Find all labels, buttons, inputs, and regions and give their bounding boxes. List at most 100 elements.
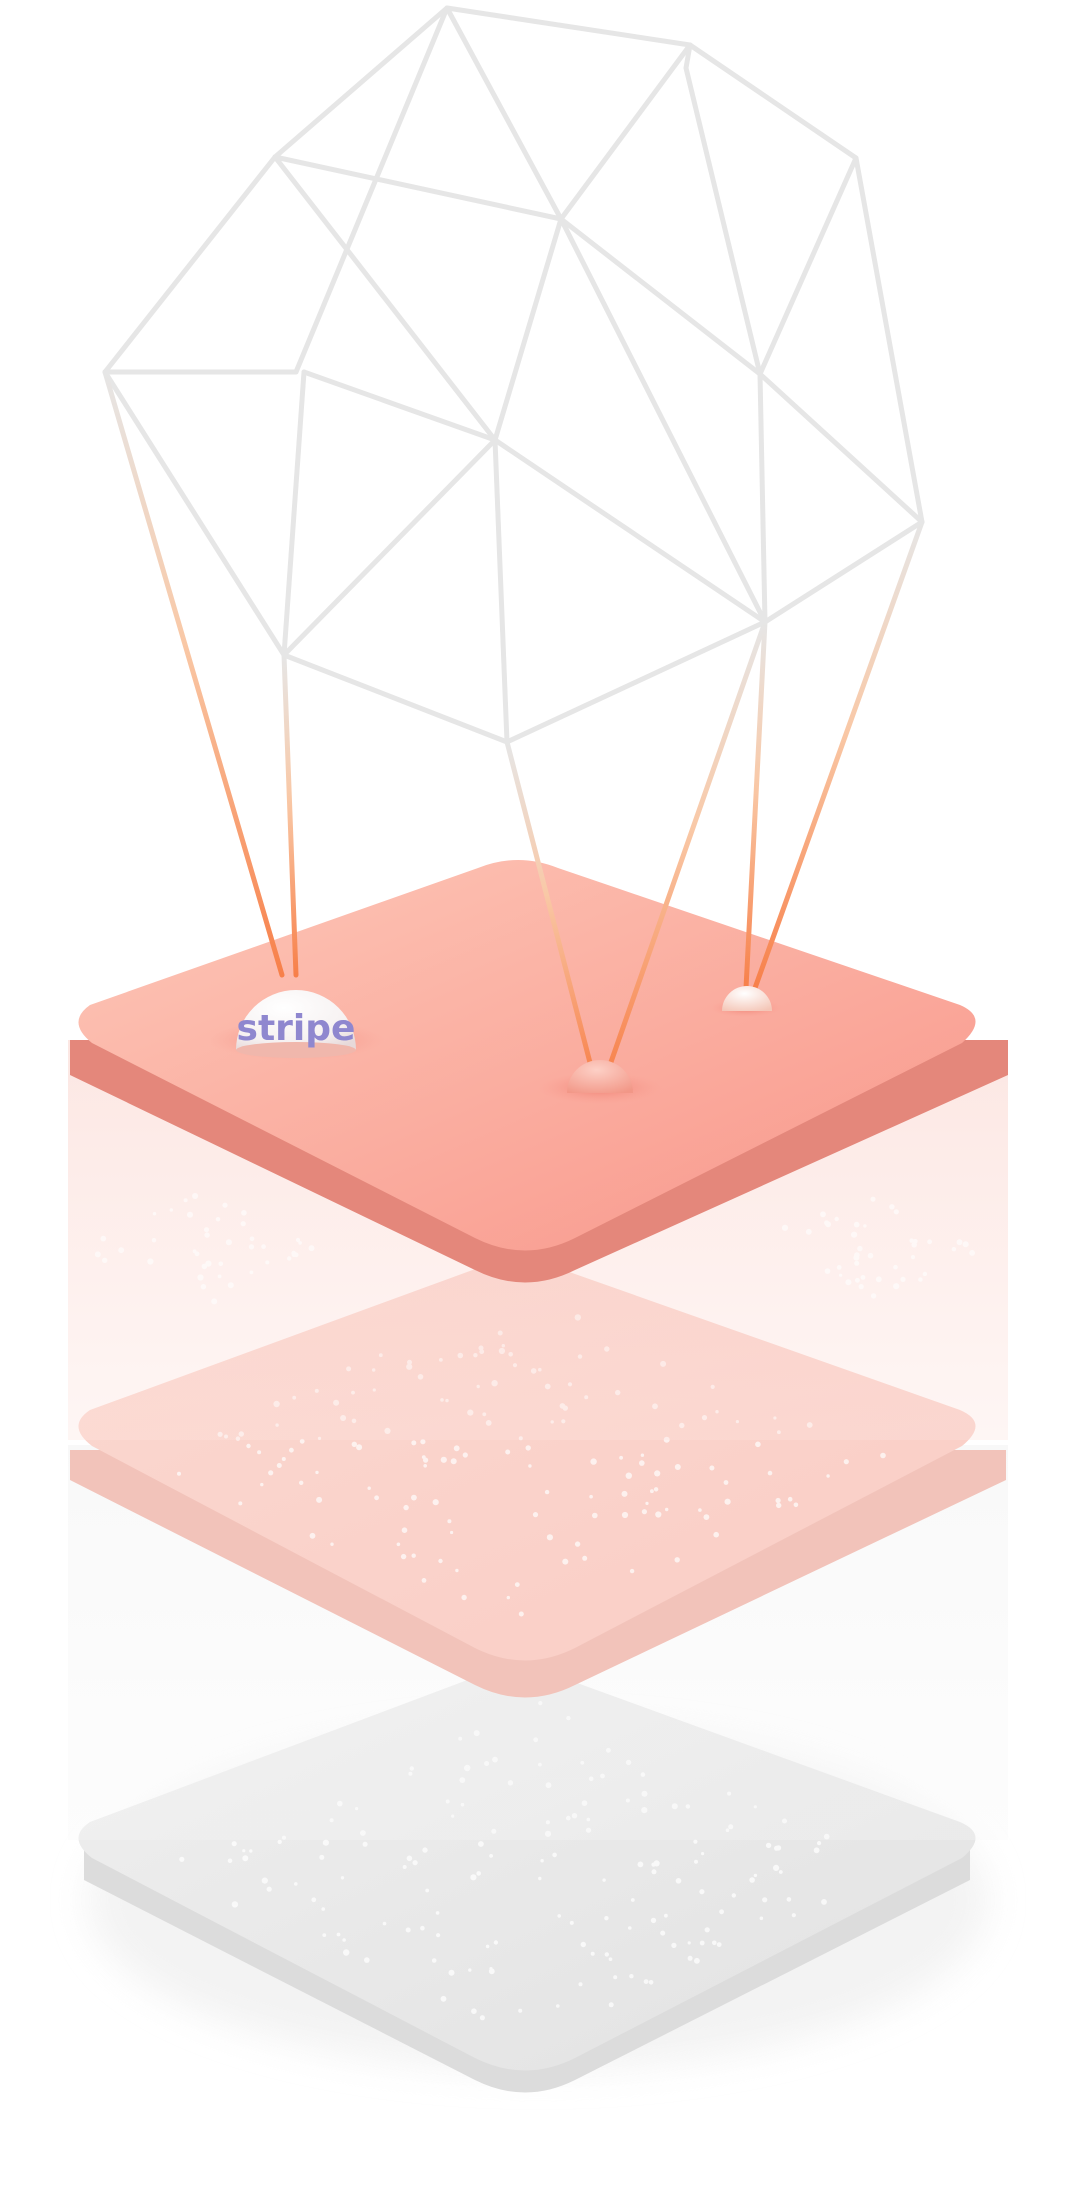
speckle [699,1940,705,1946]
speckle [675,1878,682,1884]
speckle [450,1530,454,1535]
speckle [590,1951,595,1956]
speckle [922,1271,928,1277]
speckle [316,1496,323,1503]
speckle [448,1969,455,1976]
speckle [863,1224,867,1228]
speckle [249,1236,255,1242]
speckle [793,1502,799,1508]
speckle [817,1841,822,1846]
speckle [694,1859,698,1864]
speckle [664,1913,668,1918]
speckle [525,1445,531,1451]
speckle [342,1938,346,1942]
speckle [421,1455,426,1459]
speckle [431,1958,437,1963]
speckle [406,1855,413,1862]
speckle [440,1456,447,1463]
speckle [709,1465,715,1471]
speckle [249,1270,254,1275]
speckle [867,1252,874,1259]
speckle [775,1497,781,1504]
speckle [249,1849,253,1853]
speckle [698,1508,702,1512]
speckle [322,1933,327,1937]
speckle [340,1876,345,1880]
speckle [265,1260,270,1265]
speckle [476,1871,482,1876]
speckle [315,1470,319,1475]
speckle [528,1464,532,1468]
speckle [834,1216,839,1222]
speckle [749,1877,755,1883]
speckle [204,1232,210,1238]
speckle [420,1925,425,1931]
speckle [400,1553,407,1560]
speckle [687,1941,691,1945]
speckle [242,1855,249,1862]
speckle [309,1532,316,1539]
speckle [900,1276,906,1282]
speckle [211,1298,218,1305]
speckle [854,1252,860,1258]
speckle [468,1968,472,1972]
speckle [287,1256,292,1261]
speckle [308,1245,315,1252]
speckle [723,1480,729,1485]
speckle [781,1224,789,1231]
speckle [276,1463,282,1468]
speckle [432,1499,439,1506]
small-sphere-node [538,1060,662,1104]
speckle [889,1204,895,1210]
speckle [724,1498,731,1505]
speckle [826,1474,830,1478]
speckle [479,2015,485,2021]
connection-threads [102,369,925,1085]
speckle [261,1877,268,1884]
speckle [336,1932,341,1937]
speckle [805,1228,812,1235]
top-plate [70,860,1008,1283]
speckle [455,1568,459,1573]
speckle [582,1555,588,1561]
speckle [421,1578,427,1583]
speckle [645,1501,649,1505]
speckle [289,1447,294,1453]
speckle [493,1940,499,1945]
speckle [557,1914,561,1918]
speckle [628,1926,632,1930]
speckle [674,1557,680,1563]
speckle [608,2002,614,2008]
speckle [231,1901,239,1908]
top-plate-top [78,860,976,1251]
speckle [701,1852,705,1856]
speckle [544,1489,550,1495]
speckle [590,1458,597,1465]
speckle [592,1512,598,1519]
speckle [205,1260,212,1267]
speckle [436,1933,441,1938]
speckle [880,1452,886,1459]
speckle [204,1227,209,1233]
speckle [356,1444,363,1451]
speckle [440,1995,447,2002]
speckle [765,1842,772,1849]
speckle [820,1211,826,1218]
speckle [630,1898,635,1902]
speckle [450,1458,457,1465]
speckle [787,1496,793,1502]
speckle [893,1264,898,1270]
speckle [422,1847,428,1853]
speckle [518,2008,523,2013]
speckle [187,1211,193,1218]
speckle [291,1250,297,1256]
speckle [731,1893,736,1898]
speckle [569,1920,574,1925]
speckle [637,1861,644,1868]
speckle [650,1917,657,1924]
speckle [893,1283,900,1290]
speckle [215,1217,221,1222]
speckle [192,1249,197,1254]
speckle [552,1852,557,1858]
speckle [118,1247,125,1254]
